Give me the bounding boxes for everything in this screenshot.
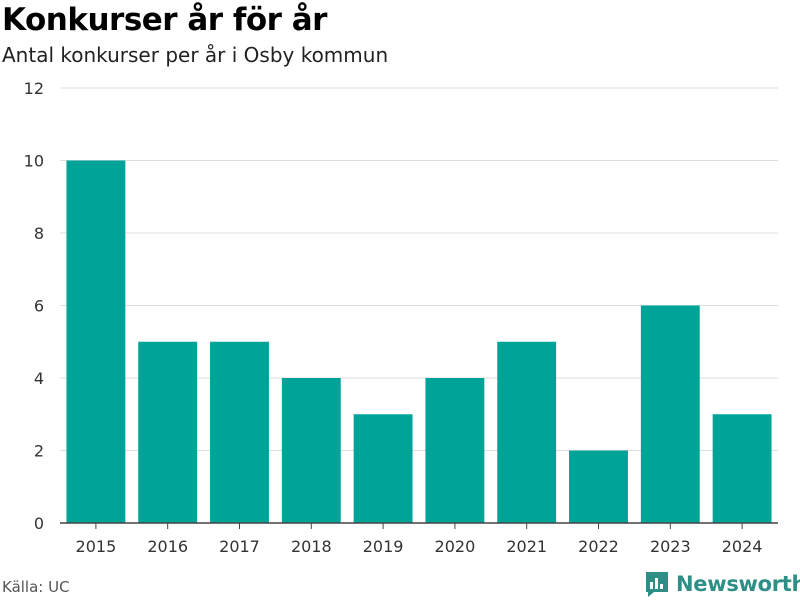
chart-title: Konkurser år för år — [2, 2, 327, 38]
x-tick-label: 2016 — [147, 537, 188, 556]
y-tick-label: 10 — [24, 152, 44, 171]
x-tick-label: 2015 — [76, 537, 117, 556]
x-tick-label: 2021 — [506, 537, 547, 556]
bar — [138, 341, 198, 523]
bar — [497, 341, 557, 523]
y-tick-label: 4 — [34, 369, 44, 388]
bar — [353, 414, 413, 523]
y-tick-label: 2 — [34, 442, 44, 461]
y-tick-label: 12 — [24, 79, 44, 98]
bar — [66, 160, 126, 523]
chart-subtitle: Antal konkurser per år i Osby kommun — [2, 43, 389, 67]
x-tick-label: 2020 — [435, 537, 476, 556]
bar-chart-speech-bubble-icon — [646, 572, 668, 597]
bar — [569, 450, 628, 523]
y-tick-label: 8 — [34, 224, 44, 243]
bar — [640, 305, 700, 523]
source-note: Källa: UC — [2, 578, 70, 596]
y-tick-label: 6 — [34, 297, 44, 316]
x-tick-label: 2023 — [650, 537, 691, 556]
bar — [281, 378, 341, 523]
x-tick-label: 2024 — [722, 537, 763, 556]
bar — [425, 378, 485, 523]
bar — [210, 341, 269, 523]
bar — [712, 414, 772, 523]
y-tick-label: 0 — [34, 514, 44, 533]
x-tick-label: 2017 — [219, 537, 260, 556]
x-tick-label: 2019 — [363, 537, 404, 556]
brand-logo: Newsworthy — [644, 570, 800, 598]
brand-name: Newsworthy — [676, 572, 800, 596]
x-tick-label: 2018 — [291, 537, 332, 556]
x-tick-label: 2022 — [578, 537, 619, 556]
